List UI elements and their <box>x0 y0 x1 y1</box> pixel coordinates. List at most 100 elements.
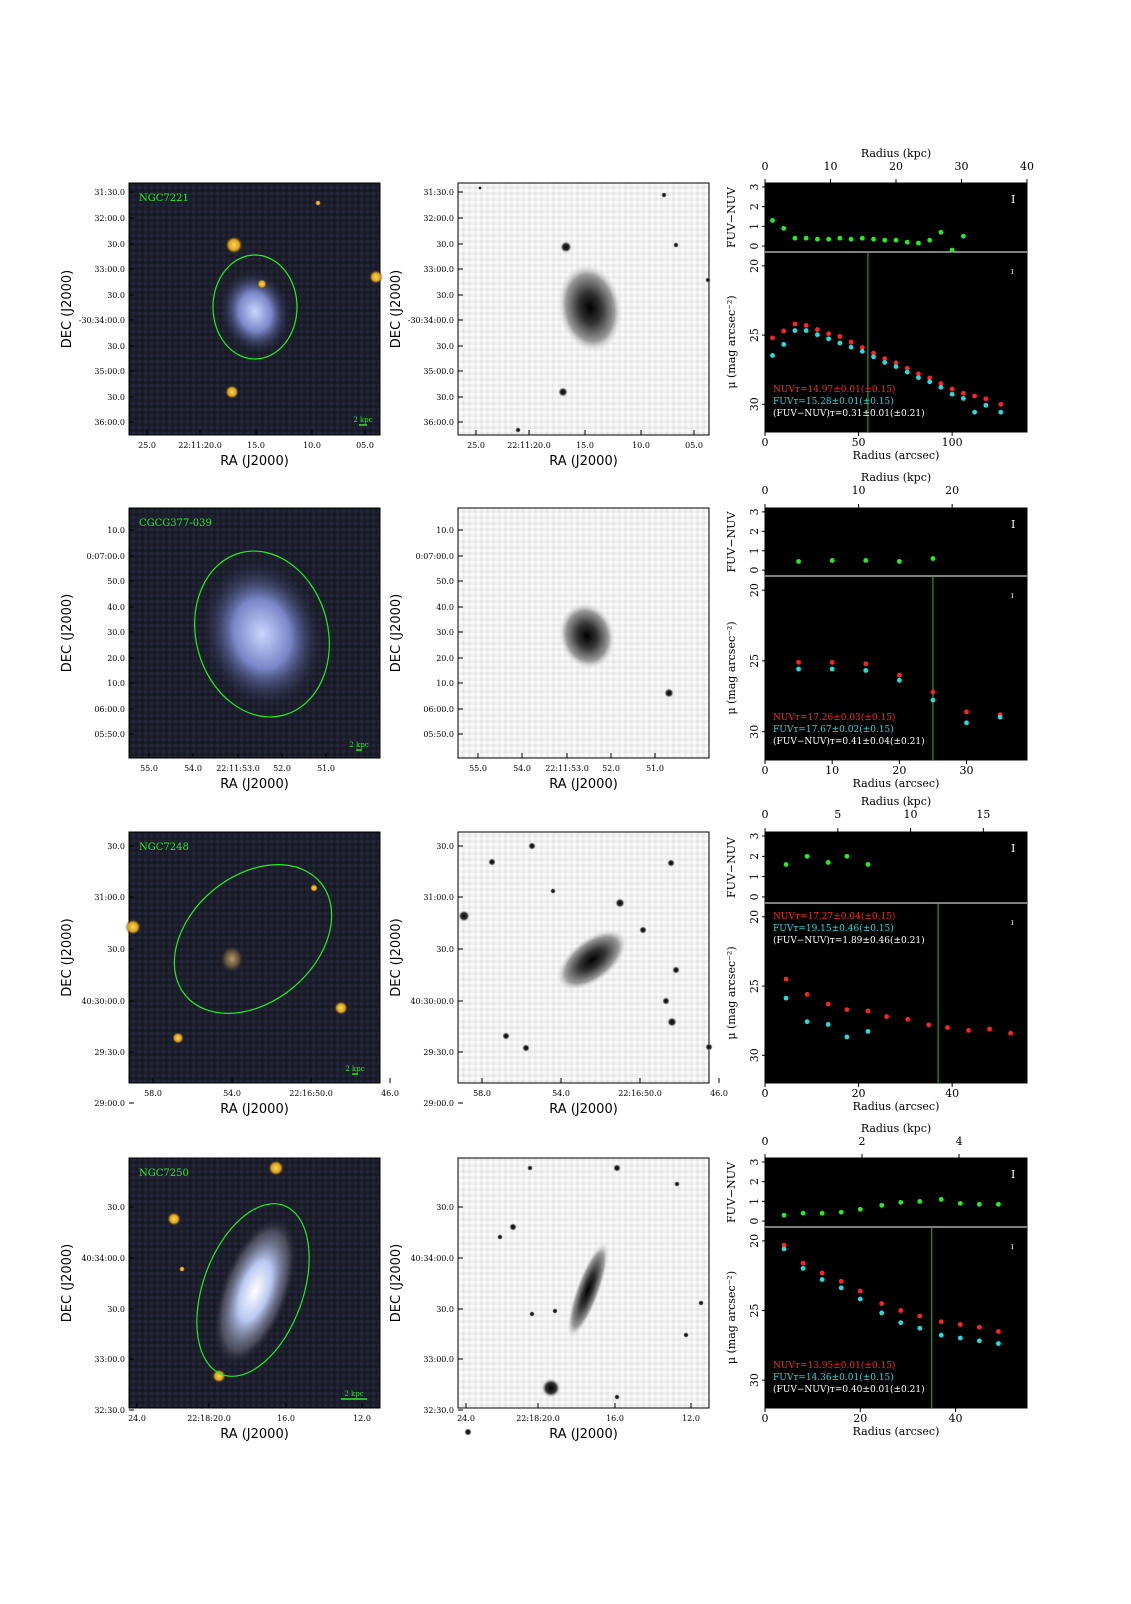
profile-plot: 0 10 20 Radius (kpc) 0 10 20 30 Radius (arcsec) 0… <box>725 471 1028 790</box>
fuv-point <box>949 391 955 397</box>
nuv-point <box>884 1014 890 1019</box>
dec-tick-label: 30.0 <box>436 945 454 954</box>
color-point <box>825 860 831 865</box>
color-axis-label: FUV−NUV <box>725 186 738 248</box>
ra-axis-label: RA (J2000) <box>549 1102 618 1117</box>
dec-tick-label: 0:07:00.0 <box>416 552 454 561</box>
fuv-point <box>976 1338 982 1344</box>
color-tick-label: 0 <box>748 243 761 250</box>
star <box>225 385 239 399</box>
galaxy-name-label: NGC7221 <box>139 193 189 204</box>
color-point <box>930 556 936 561</box>
mu-tick-label: 30 <box>748 1373 761 1387</box>
nuv-point <box>863 661 869 667</box>
dec-axis-label: DEC (J2000) <box>389 918 404 997</box>
mu-axis-label: μ (mag arcsec⁻²) <box>725 1271 738 1364</box>
dec-tick-label: 10.0 <box>107 679 125 688</box>
nuv-point <box>859 345 865 350</box>
color-tick-label: 2 <box>748 1178 761 1185</box>
color-point <box>770 218 775 223</box>
color-tick-label: 1 <box>748 547 761 554</box>
fuv-point <box>893 364 899 369</box>
star <box>458 910 470 922</box>
ra-tick-label: 25.0 <box>467 441 485 450</box>
star <box>257 279 267 289</box>
star <box>268 1160 284 1176</box>
mu-axis-label: μ (mag arcsec⁻²) <box>725 946 738 1039</box>
nuv-point <box>825 1001 831 1007</box>
dec-tick-label: 30.0 <box>107 291 125 300</box>
profile-plot: 0 5 10 15 Radius (kpc) 0 20 40 Radius (arcsec) 0 1… <box>725 795 1028 1113</box>
nuv-point <box>837 334 843 339</box>
fuv-point <box>996 1341 1001 1346</box>
dec-tick-label: 30.0 <box>436 842 454 851</box>
nuv-point <box>917 1313 923 1319</box>
star <box>672 966 680 974</box>
dec-tick-label: 30.0 <box>436 1305 454 1314</box>
nuv-point <box>964 709 969 715</box>
color-point <box>927 237 933 243</box>
star <box>667 859 675 867</box>
typical-error-bar: I <box>1011 1168 1015 1181</box>
dec-axis-label: DEC (J2000) <box>60 1244 75 1323</box>
fuv-point <box>930 697 936 703</box>
total-magnitude-annotation: (FUV−NUV)ᴛ=0.41±0.04(±0.21) <box>773 736 925 747</box>
kpc-tick-label: 0 <box>762 484 769 497</box>
scale-bar-label: 2 kpc <box>344 1390 363 1398</box>
fuv-point <box>998 409 1004 415</box>
arcsec-tick-label: 0 <box>762 764 769 777</box>
dec-axis-label: DEC (J2000) <box>389 1244 404 1323</box>
dec-tick-label: 40:30:00.0 <box>81 997 125 1006</box>
dec-tick-label: 29:00.0 <box>423 1099 454 1108</box>
nuv-point <box>976 1324 982 1330</box>
color-image-axes: 58.0 54.0 22:16:50.0 46.0 30.0 31:00.0 30.0 40:… <box>60 842 399 1117</box>
star <box>667 1017 677 1027</box>
color-tick-label: 3 <box>748 1158 761 1165</box>
ra-tick-label: 52.0 <box>602 764 620 773</box>
color-composite-image: NGC7250 2 kpc <box>128 1157 381 1409</box>
fuv-point <box>904 369 910 375</box>
nuv-point <box>804 991 810 997</box>
star <box>509 1223 517 1231</box>
color-point <box>819 1210 825 1216</box>
dec-tick-label: 32:30.0 <box>94 1406 125 1415</box>
star <box>464 1428 472 1436</box>
nuv-point <box>893 360 899 366</box>
star <box>310 884 318 892</box>
color-tick-label: 2 <box>748 528 761 535</box>
dec-axis-label: DEC (J2000) <box>60 594 75 673</box>
color-tick-label: 1 <box>748 1198 761 1205</box>
color-tick-label: 3 <box>748 183 761 190</box>
color-tick-label: 0 <box>748 1218 761 1225</box>
arcsec-tick-label: 20 <box>852 1087 866 1100</box>
color-tick-label: 2 <box>748 203 761 210</box>
ra-tick-label: 12.0 <box>682 1414 700 1423</box>
total-magnitude-annotation: NUVᴛ=13.95±0.01(±0.15) <box>773 1360 895 1371</box>
kpc-tick-label: 40 <box>1020 160 1034 173</box>
fuv-point <box>972 409 977 415</box>
color-point <box>859 235 865 241</box>
nuv-point <box>826 331 832 337</box>
plot-background <box>764 507 1028 761</box>
ra-tick-label: 05.0 <box>685 441 703 450</box>
fuv-point <box>803 328 809 333</box>
nuv-point <box>927 375 933 381</box>
nuv-point <box>783 976 789 982</box>
star <box>552 1308 558 1314</box>
fuv-point <box>898 1320 904 1326</box>
panel-row-cgcg377-039: CGCG377-039 2 kpc 55.0 54.0 22:11:53.0 52.0 51… <box>60 471 1028 792</box>
color-tick-label: 3 <box>748 508 761 515</box>
galaxy-emission <box>558 602 616 670</box>
star <box>125 919 141 935</box>
fuv-point <box>826 336 832 342</box>
typical-error-bar: ɪ <box>1011 1242 1014 1251</box>
dec-tick-label: 29:30.0 <box>94 1048 125 1057</box>
color-point <box>838 1209 844 1215</box>
arcsec-tick-label: 10 <box>825 764 839 777</box>
nuv-point <box>844 1007 850 1013</box>
dec-tick-label: 33:00.0 <box>423 265 454 274</box>
nuv-point <box>829 659 835 665</box>
star <box>528 842 536 850</box>
